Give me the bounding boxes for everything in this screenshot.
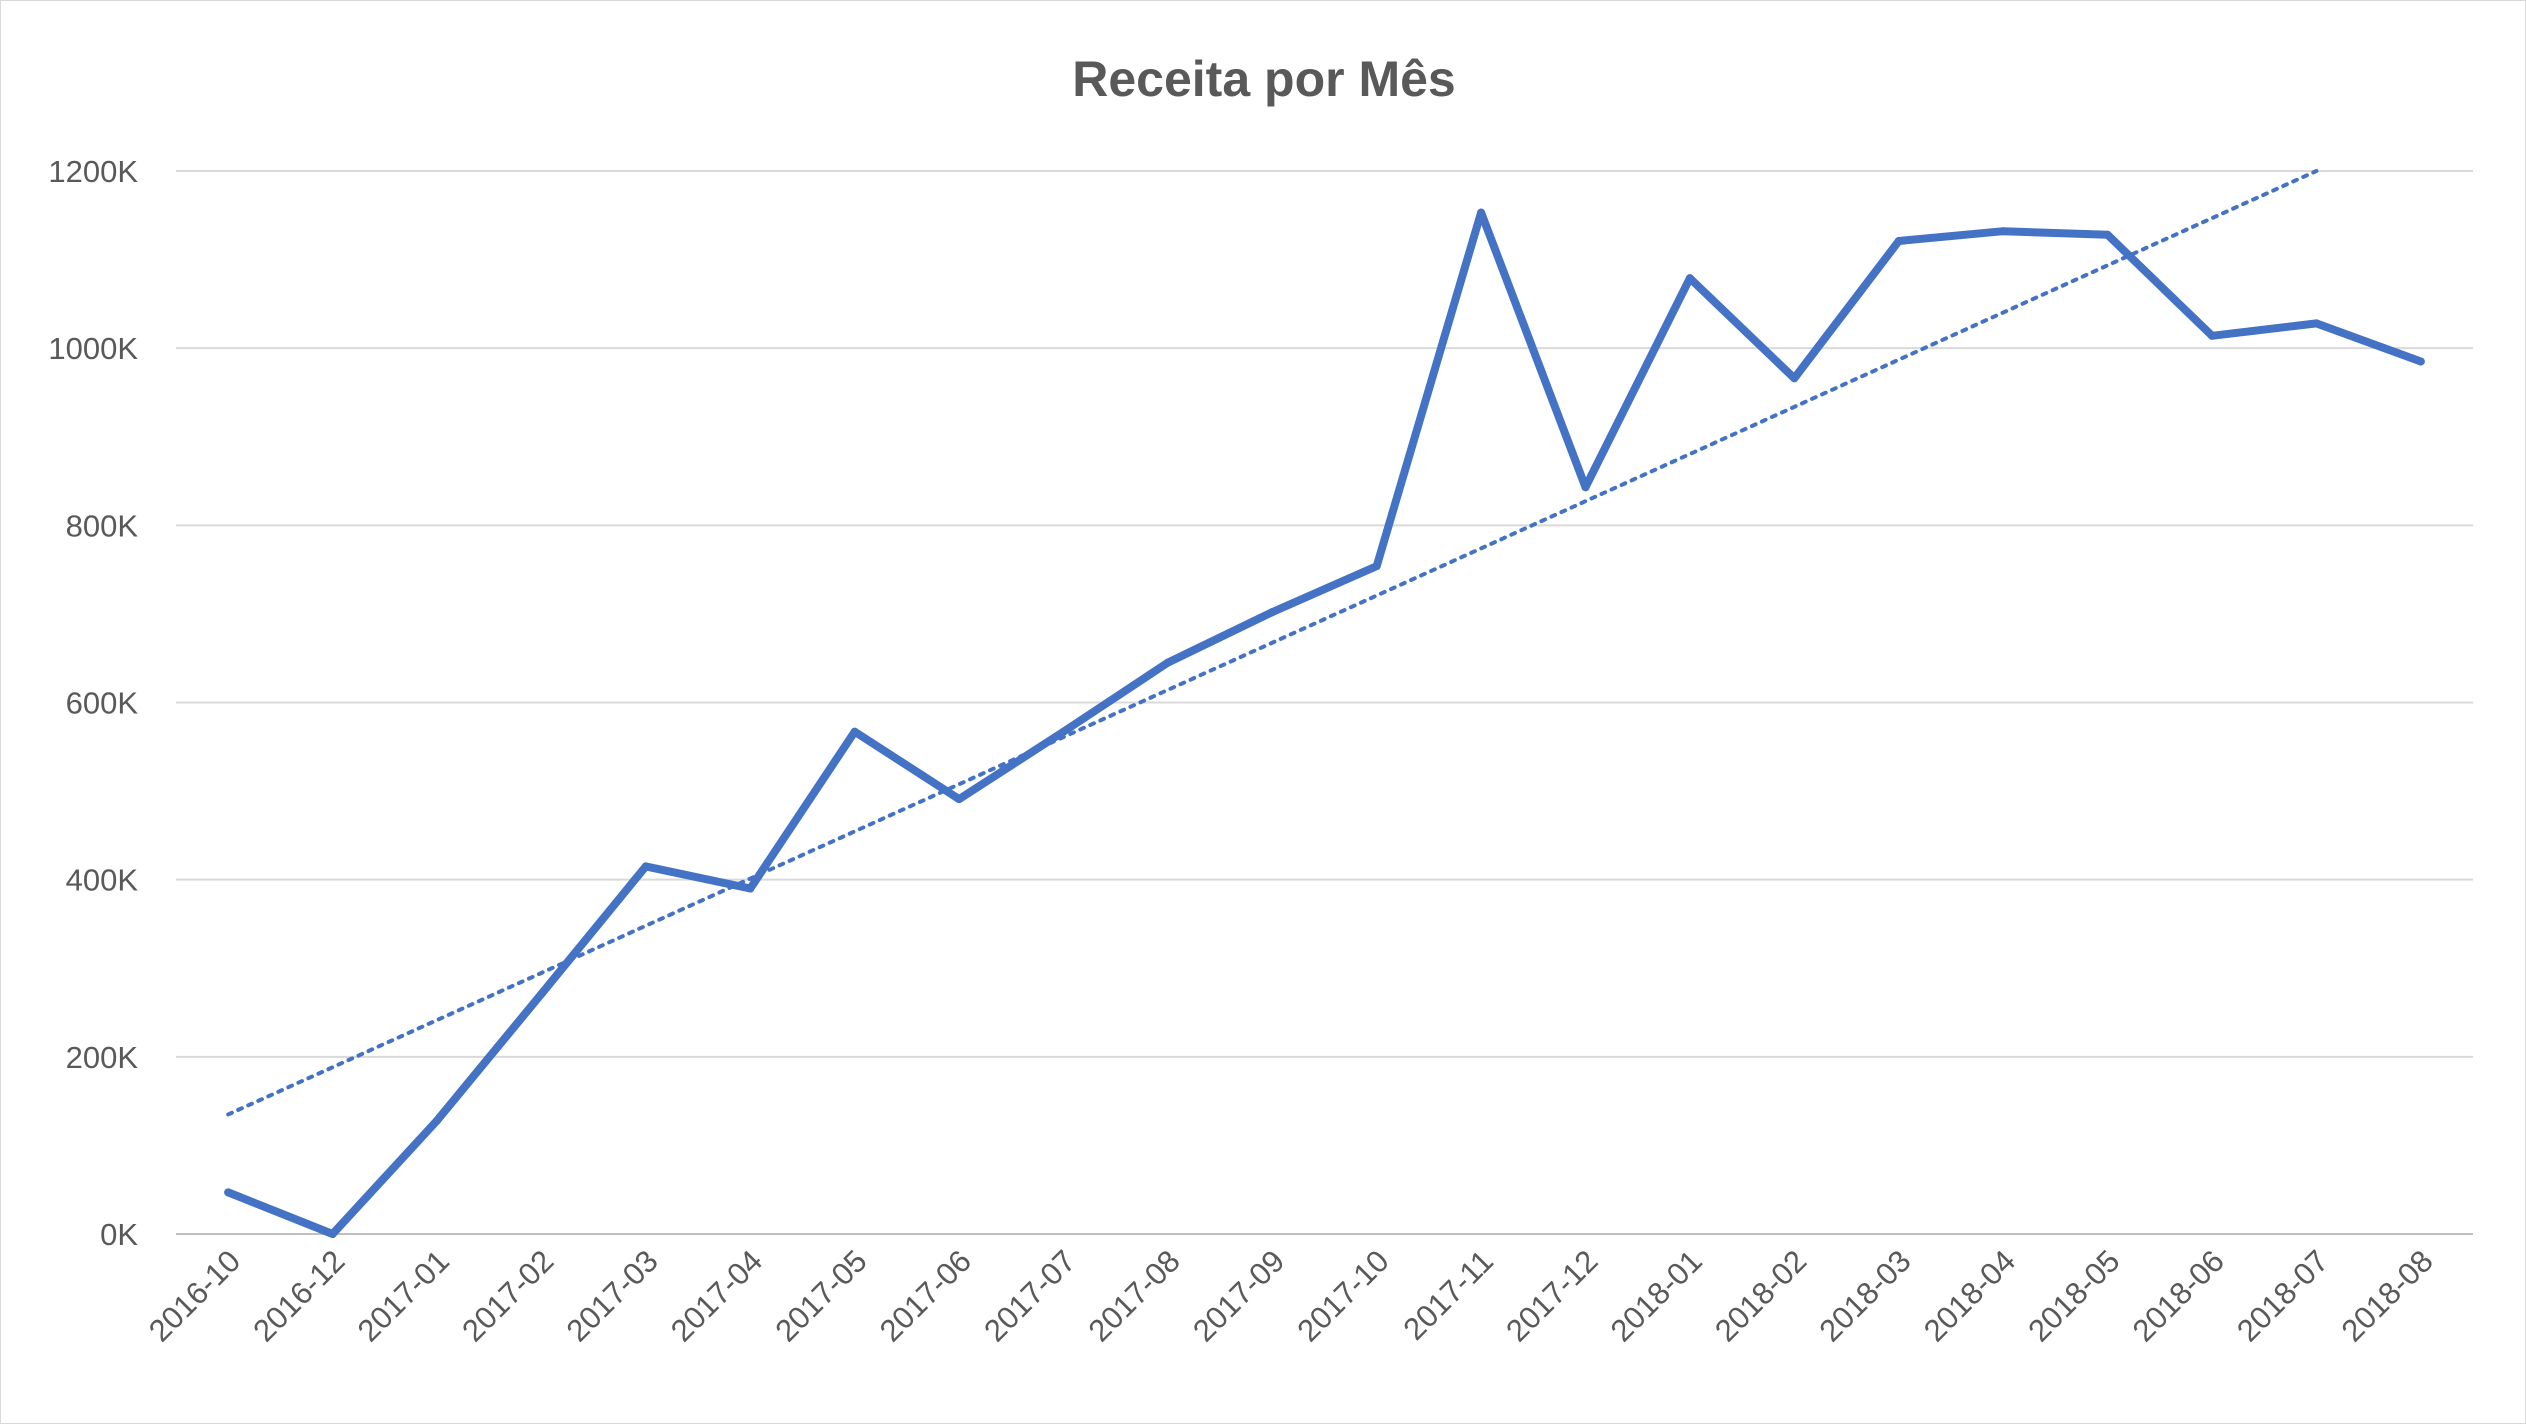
data-point (955, 795, 964, 804)
y-tick-label: 600K (66, 686, 139, 721)
y-axis-ticks: 0K 200K 400K 600K 800K 1000K 1200K (48, 154, 138, 1252)
x-tick-label: 2018-06 (2126, 1243, 2231, 1348)
x-tick-label: 2017-04 (664, 1243, 769, 1348)
series-line (224, 208, 2425, 1238)
data-point (746, 884, 755, 893)
data-point (1268, 608, 1277, 617)
y-tick-label: 800K (66, 508, 139, 543)
x-axis-ticks: 2016-10 2016-12 2017-01 2017-02 2017-03 2017-… (142, 1243, 2440, 1348)
x-tick-label: 2017-12 (1499, 1243, 1604, 1348)
x-tick-label: 2017-03 (560, 1243, 665, 1348)
data-point (1685, 274, 1694, 283)
gridlines (176, 170, 2473, 1235)
x-tick-label: 2017-11 (1396, 1243, 1500, 1347)
y-tick-label: 1000K (48, 331, 138, 366)
y-tick-label: 400K (66, 863, 139, 898)
series-group (224, 208, 2425, 1238)
data-point (1790, 374, 1799, 383)
data-point (433, 1116, 442, 1125)
x-tick-label: 2017-09 (1186, 1243, 1291, 1348)
x-tick-label: 2017-08 (1082, 1243, 1187, 1348)
chart-title: Receita por Mês (1072, 51, 1455, 107)
data-point (2103, 230, 2112, 239)
data-point (1999, 227, 2008, 236)
y-tick-label: 200K (66, 1040, 139, 1075)
data-point (1581, 483, 1590, 492)
y-tick-label: 0K (100, 1217, 138, 1252)
x-tick-label: 2018-03 (1812, 1243, 1917, 1348)
x-tick-label: 2017-05 (768, 1243, 873, 1348)
data-point (2207, 331, 2216, 340)
data-point (2312, 319, 2321, 328)
x-tick-label: 2017-02 (455, 1243, 560, 1348)
trendline-group (226, 169, 2319, 1117)
x-tick-label: 2018-05 (2021, 1243, 2126, 1348)
x-tick-label: 2017-01 (351, 1243, 456, 1348)
x-tick-label: 2017-06 (873, 1243, 978, 1348)
x-tick-label: 2017-10 (1290, 1243, 1395, 1348)
trendline (226, 169, 2319, 1117)
x-tick-label: 2018-04 (1917, 1243, 2022, 1348)
x-tick-label: 2017-07 (977, 1243, 1082, 1348)
y-tick-label: 1200K (48, 154, 138, 189)
data-point (1477, 208, 1486, 217)
data-point (1372, 562, 1381, 571)
data-point (328, 1230, 337, 1238)
x-tick-label: 2018-08 (2335, 1243, 2440, 1348)
data-point (2416, 357, 2425, 366)
data-point (1059, 727, 1068, 736)
x-tick-label: 2018-07 (2230, 1243, 2335, 1348)
data-point (537, 989, 546, 998)
data-point (224, 1188, 233, 1197)
data-point (1894, 236, 1903, 245)
data-point (641, 862, 650, 871)
x-tick-label: 2016-12 (246, 1243, 351, 1348)
x-tick-label: 2018-02 (1708, 1243, 1813, 1348)
x-tick-label: 2018-01 (1604, 1243, 1709, 1348)
data-point (850, 727, 859, 736)
data-point (1163, 658, 1172, 667)
x-tick-label: 2016-10 (142, 1243, 247, 1348)
